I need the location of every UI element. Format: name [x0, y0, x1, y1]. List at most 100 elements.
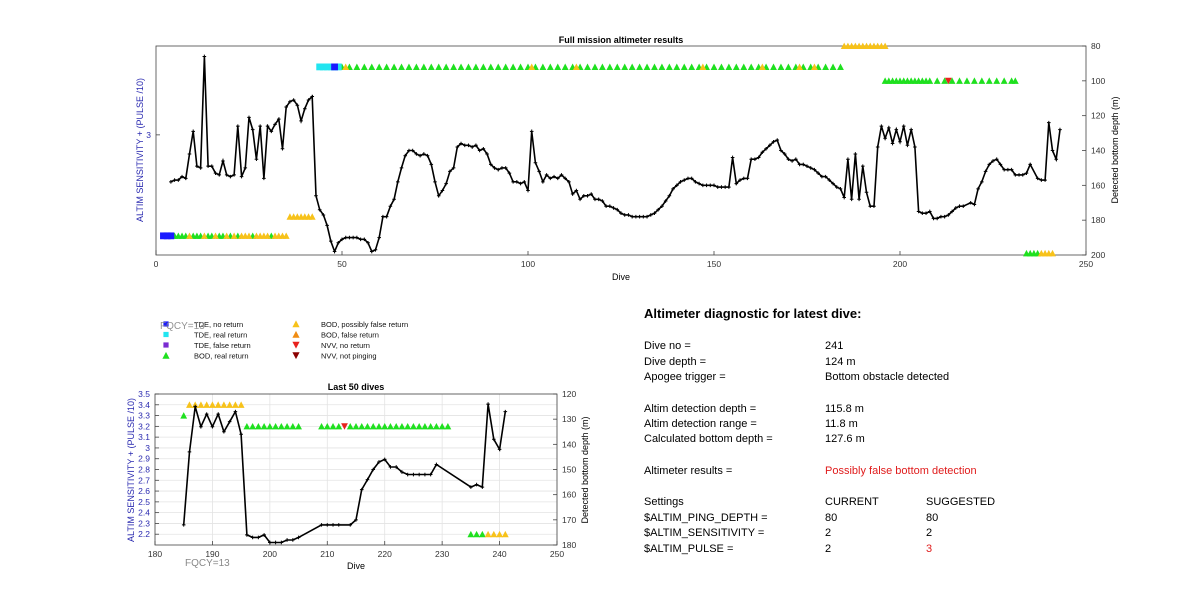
x-tick-label: 230: [435, 549, 449, 559]
depth-point: [675, 183, 679, 188]
depth-point: [820, 174, 824, 179]
depth-point: [909, 127, 913, 132]
depth-point: [894, 127, 899, 132]
depth-point: [727, 185, 731, 189]
depth-point: [365, 477, 370, 482]
depth-point: [243, 166, 248, 170]
depth-point: [593, 197, 597, 202]
depth-point: [671, 187, 675, 191]
depth-point: [853, 152, 858, 156]
x-tick-label: 250: [550, 549, 564, 559]
depth-point: [496, 167, 501, 172]
depth-point: [719, 185, 724, 189]
marker-bod-real-return: [777, 63, 785, 70]
depth-point: [846, 157, 850, 162]
depth-point: [760, 150, 765, 155]
depth-point: [236, 124, 240, 128]
legend-marker: [292, 341, 300, 349]
dive-no-row: Dive no = 241: [644, 340, 1164, 356]
depth-point: [423, 472, 427, 477]
depth-point: [1009, 167, 1014, 172]
x-tick-label: 190: [205, 549, 219, 559]
depth-point: [890, 141, 895, 146]
depth-point: [768, 143, 772, 148]
marker-bod-real-return: [405, 63, 413, 70]
marker-bod-real-return: [398, 63, 405, 70]
full-mission-chart: Full mission altimeter results 0 50 100 150…: [135, 35, 1120, 282]
marker-bod-possibly-false: [245, 232, 253, 239]
marker-bod-possibly-false: [811, 63, 818, 70]
depth-point: [1058, 127, 1062, 132]
x-tick-label: 210: [320, 549, 334, 559]
depth-point: [563, 176, 567, 181]
marker-bod-real-return: [539, 63, 547, 70]
results-row: Altimeter results = Possibly false botto…: [644, 465, 1164, 481]
depth-point: [217, 173, 222, 177]
detect-depth-value: 115.8 m: [825, 403, 864, 415]
depth-point: [1050, 148, 1055, 153]
marker-bod-real-return: [478, 530, 486, 538]
marker-bod-real-return: [613, 63, 621, 70]
depth-point: [354, 518, 358, 522]
marker-bod-possibly-false: [237, 401, 245, 408]
depth-point: [291, 538, 295, 542]
depth-point: [1017, 173, 1021, 177]
depth-point: [998, 162, 1003, 167]
depth-point: [961, 204, 966, 209]
legend-marker: [162, 351, 170, 359]
sensitivity-label: $ALTIM_SENSITIVITY =: [644, 527, 765, 539]
last50-right-axis-label: Detected bottom depth (m): [580, 416, 590, 523]
marker-bod-real-return: [829, 63, 837, 70]
marker-bod-real-return: [427, 63, 435, 70]
marker-bod-real-return: [1000, 77, 1008, 84]
marker-bod-real-return: [415, 422, 423, 430]
full-right-ticks: 80 100 120 140 160 180 200: [1082, 41, 1105, 260]
depth-point: [794, 157, 798, 162]
marker-bod-real-return: [438, 422, 446, 430]
depth-point: [1043, 178, 1047, 182]
depth-point: [939, 214, 943, 219]
depth-point: [738, 178, 742, 182]
depth-point: [351, 235, 355, 240]
depth-point: [440, 188, 445, 193]
marker-bod-possibly-false: [212, 232, 219, 239]
legend-marker: [163, 321, 169, 327]
depth-point: [221, 159, 225, 163]
depth-point: [405, 472, 410, 477]
depth-point: [474, 482, 479, 487]
marker-bod-real-return: [457, 63, 465, 70]
depth-point: [358, 237, 363, 242]
marker-bod-possibly-false: [220, 401, 228, 408]
marker-bod-real-return: [494, 63, 502, 70]
legend-marker: [163, 331, 169, 338]
depth-point: [805, 164, 809, 168]
depth-point: [678, 180, 683, 184]
marker-bod-real-return: [837, 63, 844, 70]
left-tick-label: 2.5: [138, 497, 150, 507]
depth-point: [317, 207, 322, 212]
depth-point: [303, 106, 307, 111]
depth-point: [210, 164, 214, 168]
depth-point: [228, 174, 233, 179]
depth-point: [411, 472, 416, 477]
right-tick-label: 150: [562, 465, 576, 475]
dive-no-value: 241: [825, 340, 844, 352]
marker-bod-real-return: [956, 77, 963, 84]
depth-point: [920, 211, 925, 215]
depth-point: [295, 103, 300, 108]
ping-depth-label: $ALTIM_PING_DEPTH =: [644, 512, 768, 524]
marker-bod-real-return: [628, 63, 636, 70]
depth-point: [749, 157, 753, 162]
marker-bod-real-return: [643, 63, 651, 70]
marker-nvv-no-return: [944, 77, 952, 85]
depth-point: [533, 160, 538, 165]
marker-bod-real-return: [941, 77, 949, 84]
apogee-row: Apogee trigger = Bottom obstacle detecte…: [644, 371, 1164, 387]
marker-bod-real-return: [444, 422, 452, 430]
depth-point: [842, 195, 846, 200]
marker-bod-real-return: [546, 63, 554, 70]
detect-range-value: 11.8 m: [825, 418, 858, 430]
depth-point: [916, 209, 921, 214]
legend-marker: [292, 330, 300, 338]
depth-point: [336, 241, 341, 245]
